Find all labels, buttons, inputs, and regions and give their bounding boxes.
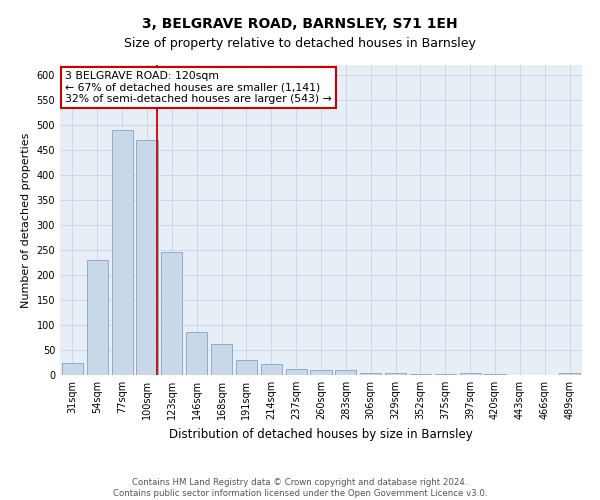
Bar bbox=[385, 373, 406, 375]
Bar bbox=[286, 369, 307, 375]
Bar bbox=[335, 370, 356, 375]
Bar bbox=[435, 374, 456, 375]
Bar bbox=[62, 362, 83, 375]
Bar bbox=[484, 374, 506, 375]
Text: 3 BELGRAVE ROAD: 120sqm
← 67% of detached houses are smaller (1,141)
32% of semi: 3 BELGRAVE ROAD: 120sqm ← 67% of detache… bbox=[65, 71, 332, 104]
Bar bbox=[360, 372, 381, 375]
Bar bbox=[460, 372, 481, 375]
Text: Size of property relative to detached houses in Barnsley: Size of property relative to detached ho… bbox=[124, 38, 476, 51]
Bar bbox=[211, 344, 232, 375]
Bar bbox=[310, 370, 332, 375]
Y-axis label: Number of detached properties: Number of detached properties bbox=[21, 132, 31, 308]
Text: 3, BELGRAVE ROAD, BARNSLEY, S71 1EH: 3, BELGRAVE ROAD, BARNSLEY, S71 1EH bbox=[142, 18, 458, 32]
Bar bbox=[236, 360, 257, 375]
Bar bbox=[87, 260, 108, 375]
Bar bbox=[559, 373, 580, 375]
Bar bbox=[112, 130, 133, 375]
Bar bbox=[410, 374, 431, 375]
Bar bbox=[509, 374, 530, 375]
X-axis label: Distribution of detached houses by size in Barnsley: Distribution of detached houses by size … bbox=[169, 428, 473, 440]
Bar bbox=[261, 364, 282, 375]
Text: Contains HM Land Registry data © Crown copyright and database right 2024.
Contai: Contains HM Land Registry data © Crown c… bbox=[113, 478, 487, 498]
Bar bbox=[161, 252, 182, 375]
Bar bbox=[136, 140, 158, 375]
Bar bbox=[534, 374, 555, 375]
Bar bbox=[186, 332, 207, 375]
